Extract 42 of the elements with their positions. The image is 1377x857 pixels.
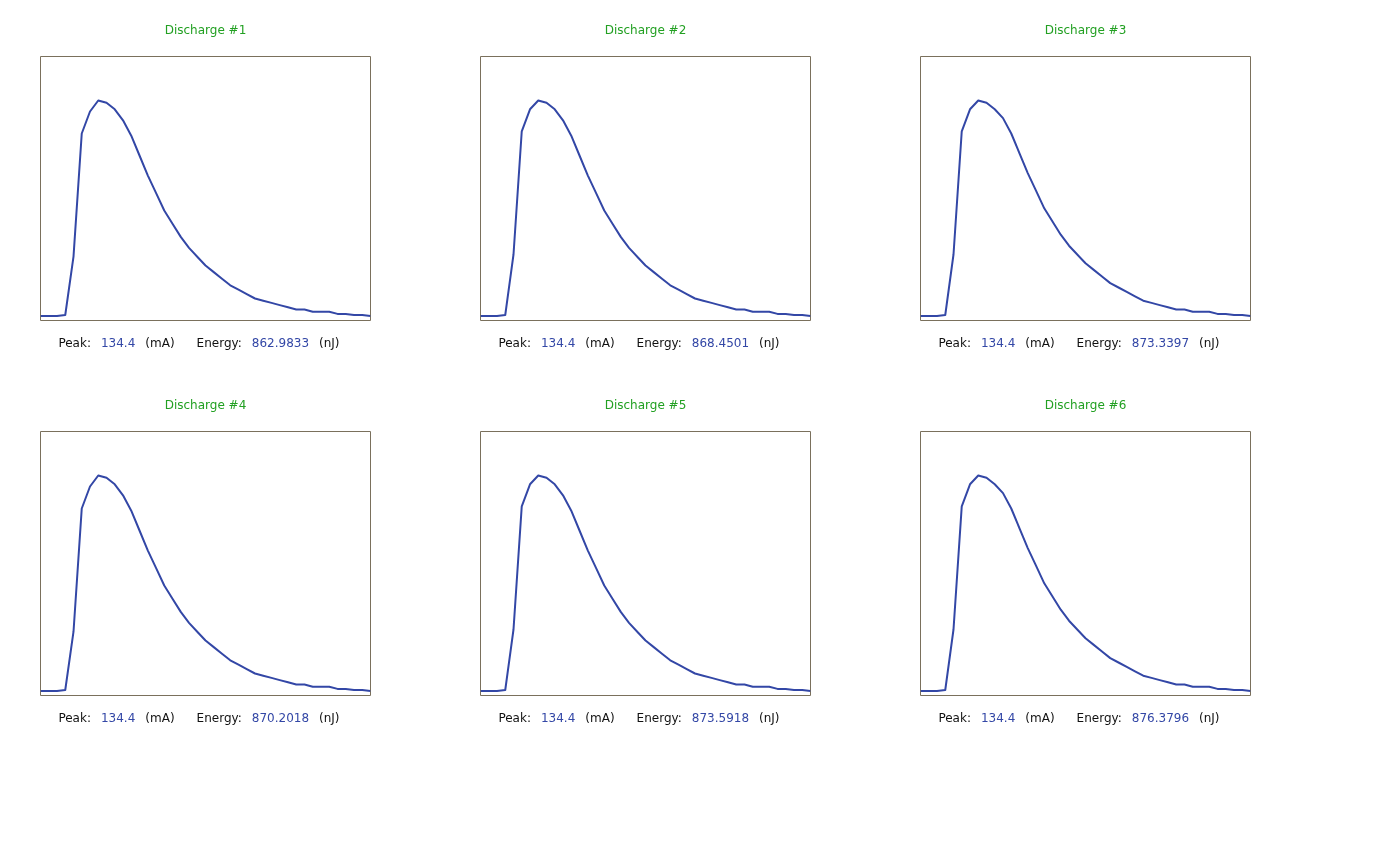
text: 873.5918	[691, 711, 750, 725]
text: 134.4	[980, 711, 1016, 725]
text: Peak:	[498, 711, 531, 725]
text: 134.4	[980, 336, 1016, 350]
chart-title: Discharge #3	[1044, 22, 1127, 37]
chart-title: Discharge #6	[1044, 397, 1127, 412]
text: 134.4	[540, 336, 576, 350]
text: (nJ)	[1199, 711, 1220, 725]
text: 870.2018	[251, 711, 310, 725]
text: Energy:	[636, 336, 682, 350]
text: (mA)	[585, 711, 615, 725]
text: (mA)	[585, 336, 615, 350]
text: Energy:	[1076, 336, 1122, 350]
text: 134.4	[540, 711, 576, 725]
text: Energy:	[1076, 711, 1122, 725]
text: (nJ)	[1199, 336, 1220, 350]
text: Peak:	[938, 711, 971, 725]
text: 134.4	[100, 336, 136, 350]
chart-title: Discharge #5	[604, 397, 687, 412]
text: Peak:	[58, 711, 91, 725]
chart-title: Discharge #1	[164, 22, 247, 37]
text: 876.3796	[1131, 711, 1190, 725]
text: Peak:	[58, 336, 91, 350]
text: (nJ)	[759, 711, 780, 725]
text: 134.4	[100, 711, 136, 725]
text: Energy:	[196, 711, 242, 725]
text: (nJ)	[319, 711, 340, 725]
text: (nJ)	[319, 336, 340, 350]
text: 862.9833	[251, 336, 310, 350]
chart-title: Discharge #4	[164, 397, 247, 412]
text: (mA)	[145, 711, 175, 725]
text: (nJ)	[759, 336, 780, 350]
text: (mA)	[145, 336, 175, 350]
text: Energy:	[196, 336, 242, 350]
text: (mA)	[1025, 711, 1055, 725]
text: 868.4501	[691, 336, 750, 350]
text: 873.3397	[1131, 336, 1190, 350]
text: Peak:	[938, 336, 971, 350]
text: (mA)	[1025, 336, 1055, 350]
text: Energy:	[636, 711, 682, 725]
chart-title: Discharge #2	[604, 22, 687, 37]
text: Peak:	[498, 336, 531, 350]
